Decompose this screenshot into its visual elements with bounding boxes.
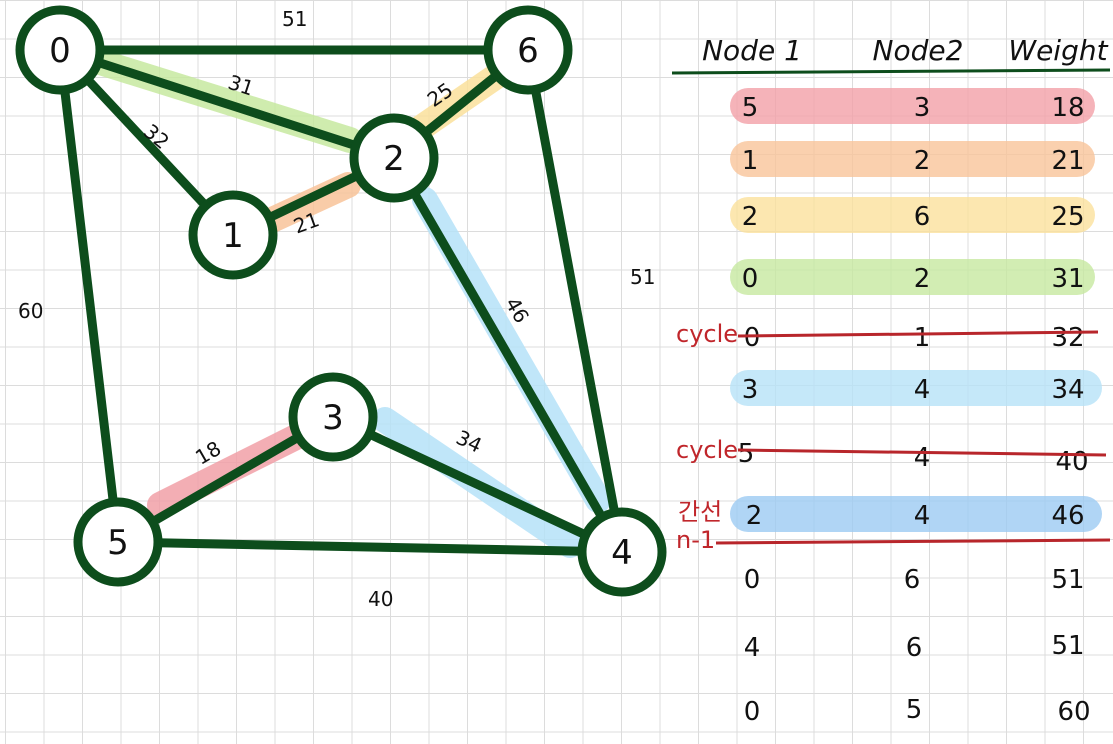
cell-weight: 34 [1051, 375, 1084, 405]
edge-0-5 [55, 45, 123, 547]
node-1: 1 [188, 190, 278, 280]
cell-node2: 6 [914, 202, 931, 232]
strike-line-row-7 [737, 448, 1107, 457]
cell-node2: 4 [914, 443, 931, 473]
weight-edge-0-1: 32 [139, 119, 174, 154]
stop-note: n-1 [676, 526, 715, 554]
cell-node1: 5 [742, 93, 759, 123]
cell-node2: 1 [914, 323, 931, 353]
cell-node2: 6 [904, 565, 921, 595]
cell-node1: 3 [742, 375, 759, 405]
node-3: 3 [288, 372, 378, 462]
node-label: 3 [322, 398, 344, 438]
cell-node2: 2 [914, 146, 931, 176]
node-label: 4 [611, 533, 633, 573]
cell-weight: 46 [1051, 501, 1084, 531]
node-2: 2 [349, 113, 439, 203]
cell-node2: 5 [906, 695, 923, 725]
edge-0-2 [55, 45, 399, 163]
cell-weight: 31 [1051, 264, 1084, 294]
cell-weight: 51 [1051, 565, 1084, 595]
cell-weight: 40 [1055, 447, 1088, 477]
edge-3-4 [328, 412, 627, 557]
cell-node2: 2 [914, 264, 931, 294]
node-label: 5 [107, 523, 129, 563]
node-0: 0 [15, 5, 105, 95]
cell-node1: 0 [744, 565, 761, 595]
edge-count-note: 간선 [678, 498, 722, 526]
header-underline [671, 68, 1111, 75]
cell-weight: 18 [1051, 93, 1084, 123]
cell-node1: 0 [744, 697, 761, 727]
cell-node2: 4 [914, 375, 931, 405]
weight-edge-6-4: 51 [630, 265, 655, 289]
weight-edge-0-6: 51 [282, 7, 307, 31]
row-highlight-1 [730, 88, 1095, 124]
cycle-note: cycle [676, 320, 738, 348]
cell-node2: 3 [914, 93, 931, 123]
table-header-node1: Node 1 [702, 34, 802, 67]
cell-node2: 6 [906, 633, 923, 663]
cell-node1: 5 [738, 439, 755, 469]
row-highlight-8 [730, 496, 1102, 532]
weight-edge-3-4: 34 [452, 425, 485, 458]
table-header-node2: Node2 [873, 34, 964, 67]
row-highlight-4 [730, 259, 1095, 295]
node-4: 4 [577, 507, 667, 597]
node-5: 5 [73, 497, 163, 587]
stop-line [715, 538, 1111, 545]
cell-node1: 0 [744, 323, 761, 353]
node-label: 1 [222, 216, 244, 256]
sorted-edge-table: Node 1 Node2 Weight 5 3 18 1 2 21 2 6 25… [671, 34, 1111, 727]
row-highlight-3 [730, 197, 1095, 233]
cell-node2: 4 [914, 501, 931, 531]
highlight-edge-2-4 [412, 187, 611, 513]
cell-node1: 0 [742, 264, 759, 294]
cell-weight: 60 [1057, 697, 1090, 727]
strike-line-row-5 [737, 330, 1099, 338]
cell-weight: 21 [1051, 146, 1084, 176]
edge-5-4 [113, 537, 627, 557]
cell-node1: 2 [746, 501, 763, 531]
cell-weight: 32 [1051, 323, 1084, 353]
cell-weight: 25 [1051, 202, 1084, 232]
row-highlight-2 [730, 141, 1095, 177]
row-highlight-6 [730, 370, 1102, 406]
cell-node1: 2 [742, 202, 759, 232]
table-header-weight: Weight [1008, 34, 1108, 67]
cycle-note: cycle [676, 436, 738, 464]
weight-edge-0-5: 60 [18, 299, 43, 323]
node-6: 6 [483, 5, 573, 95]
node-label: 6 [517, 31, 539, 71]
node-label: 2 [383, 139, 405, 179]
cell-node1: 4 [744, 633, 761, 663]
edge-2-4 [389, 153, 627, 557]
edge-6-4 [523, 45, 627, 557]
cell-weight: 51 [1051, 631, 1084, 661]
cell-node1: 1 [742, 146, 759, 176]
graph-nodes: 0 1 2 3 4 5 6 [15, 5, 667, 597]
weight-edge-5-4: 40 [368, 587, 393, 611]
node-label: 0 [49, 31, 71, 71]
